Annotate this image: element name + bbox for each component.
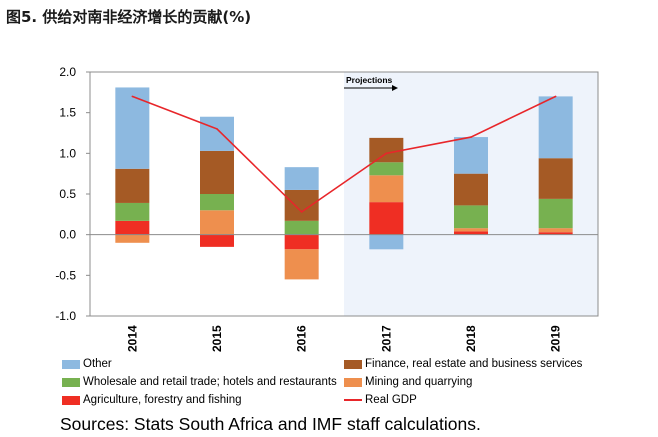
y-tick-label: -1.0 [55,309,76,323]
x-tick-label: 2019 [549,325,563,352]
chart-legend: Other Finance, real estate and business s… [62,358,622,410]
bar-wholesale-2017 [369,162,404,176]
point-real-gdp-2017 [385,152,388,155]
bar-mining-2018 [454,228,488,232]
bar-wholesale-2019 [538,198,573,229]
y-tick-label: 2.0 [59,65,76,79]
legend-swatch-other [62,359,80,369]
legend-label: Wholesale and retail trade; hotels and r… [83,376,337,388]
bar-wholesale-2016 [284,220,319,235]
legend-swatch-wholesale [62,377,80,387]
y-tick-label: 0.0 [59,228,76,242]
bar-wholesale-2018 [454,205,488,229]
bar-mining-2019 [538,228,573,233]
x-tick-label: 2016 [295,325,309,352]
bar-other-2019 [538,96,573,159]
legend-item-finance: Finance, real estate and business servic… [344,358,582,370]
y-tick-label: 1.5 [59,106,76,120]
bar-other-2014 [115,87,150,169]
legend-swatch-agriculture [62,395,80,405]
bar-finance-2015 [200,150,234,194]
legend-item-wholesale: Wholesale and retail trade; hotels and r… [62,376,337,388]
x-tick-label: 2017 [379,325,393,352]
bar-agriculture-2019 [538,232,573,235]
legend-swatch-mining [344,377,362,387]
bar-other-2015 [200,116,234,151]
x-tick-label: 2014 [125,325,139,352]
line-real-gdp [132,95,557,213]
bar-mining-2015 [200,210,234,235]
point-real-gdp-2019 [554,95,557,98]
bar-finance-2019 [538,158,573,199]
projection-label: Projections [346,75,393,85]
legend-swatch-finance [344,359,362,369]
point-real-gdp-2015 [216,128,218,130]
bar-mining-2014 [115,234,150,243]
y-tick-label: -0.5 [55,268,76,282]
source-note: Sources: Stats South Africa and IMF staf… [60,414,481,434]
bar-mining-2017 [369,175,404,203]
bar-other-2016 [284,167,319,190]
legend-item-agriculture: Agriculture, forestry and fishing [62,394,242,406]
bar-wholesale-2014 [115,202,150,221]
legend-item-mining: Mining and quarrying [344,376,472,388]
legend-swatch-real_gdp [344,399,362,401]
bar-other-2018 [454,137,488,174]
legend-item-real_gdp: Real GDP [344,394,417,406]
bar-wholesale-2015 [200,194,234,211]
legend-label: Other [83,358,112,370]
figure-title: 图5. 供给对南非经济增长的贡献(%) [6,8,252,26]
bar-mining-2016 [284,249,319,280]
legend-label: Mining and quarrying [365,376,473,388]
point-real-gdp-2018 [470,136,472,138]
x-tick-label: 2018 [464,325,478,352]
projection-arrow-head [392,85,398,91]
chart-area: 2.0 1.5 1.0 0.5 0.0 -0.5 -1.0 2014 2015 2016 2017 2… [55,65,599,352]
legend-label: Real GDP [365,394,417,406]
x-tick-label: 2015 [210,325,224,352]
bar-finance-2016 [284,189,319,221]
bar-agriculture-2015 [200,234,234,247]
legend-item-other: Other [62,358,112,370]
point-real-gdp-2016 [300,211,303,213]
legend-label: Finance, real estate and business servic… [365,358,583,370]
bar-finance-2014 [115,168,150,203]
y-tick-label: 1.0 [59,146,76,160]
bar-agriculture-2016 [284,234,319,250]
bar-finance-2017 [369,137,404,163]
bar-finance-2018 [454,173,488,206]
bar-agriculture-2017 [369,202,404,235]
legend-label: Agriculture, forestry and fishing [83,394,242,406]
bar-agriculture-2018 [454,231,488,235]
bar-agriculture-2014 [115,220,150,235]
y-tick-label: 0.5 [59,187,76,201]
point-real-gdp-2014 [131,95,134,98]
bar-other-2017 [369,234,404,250]
